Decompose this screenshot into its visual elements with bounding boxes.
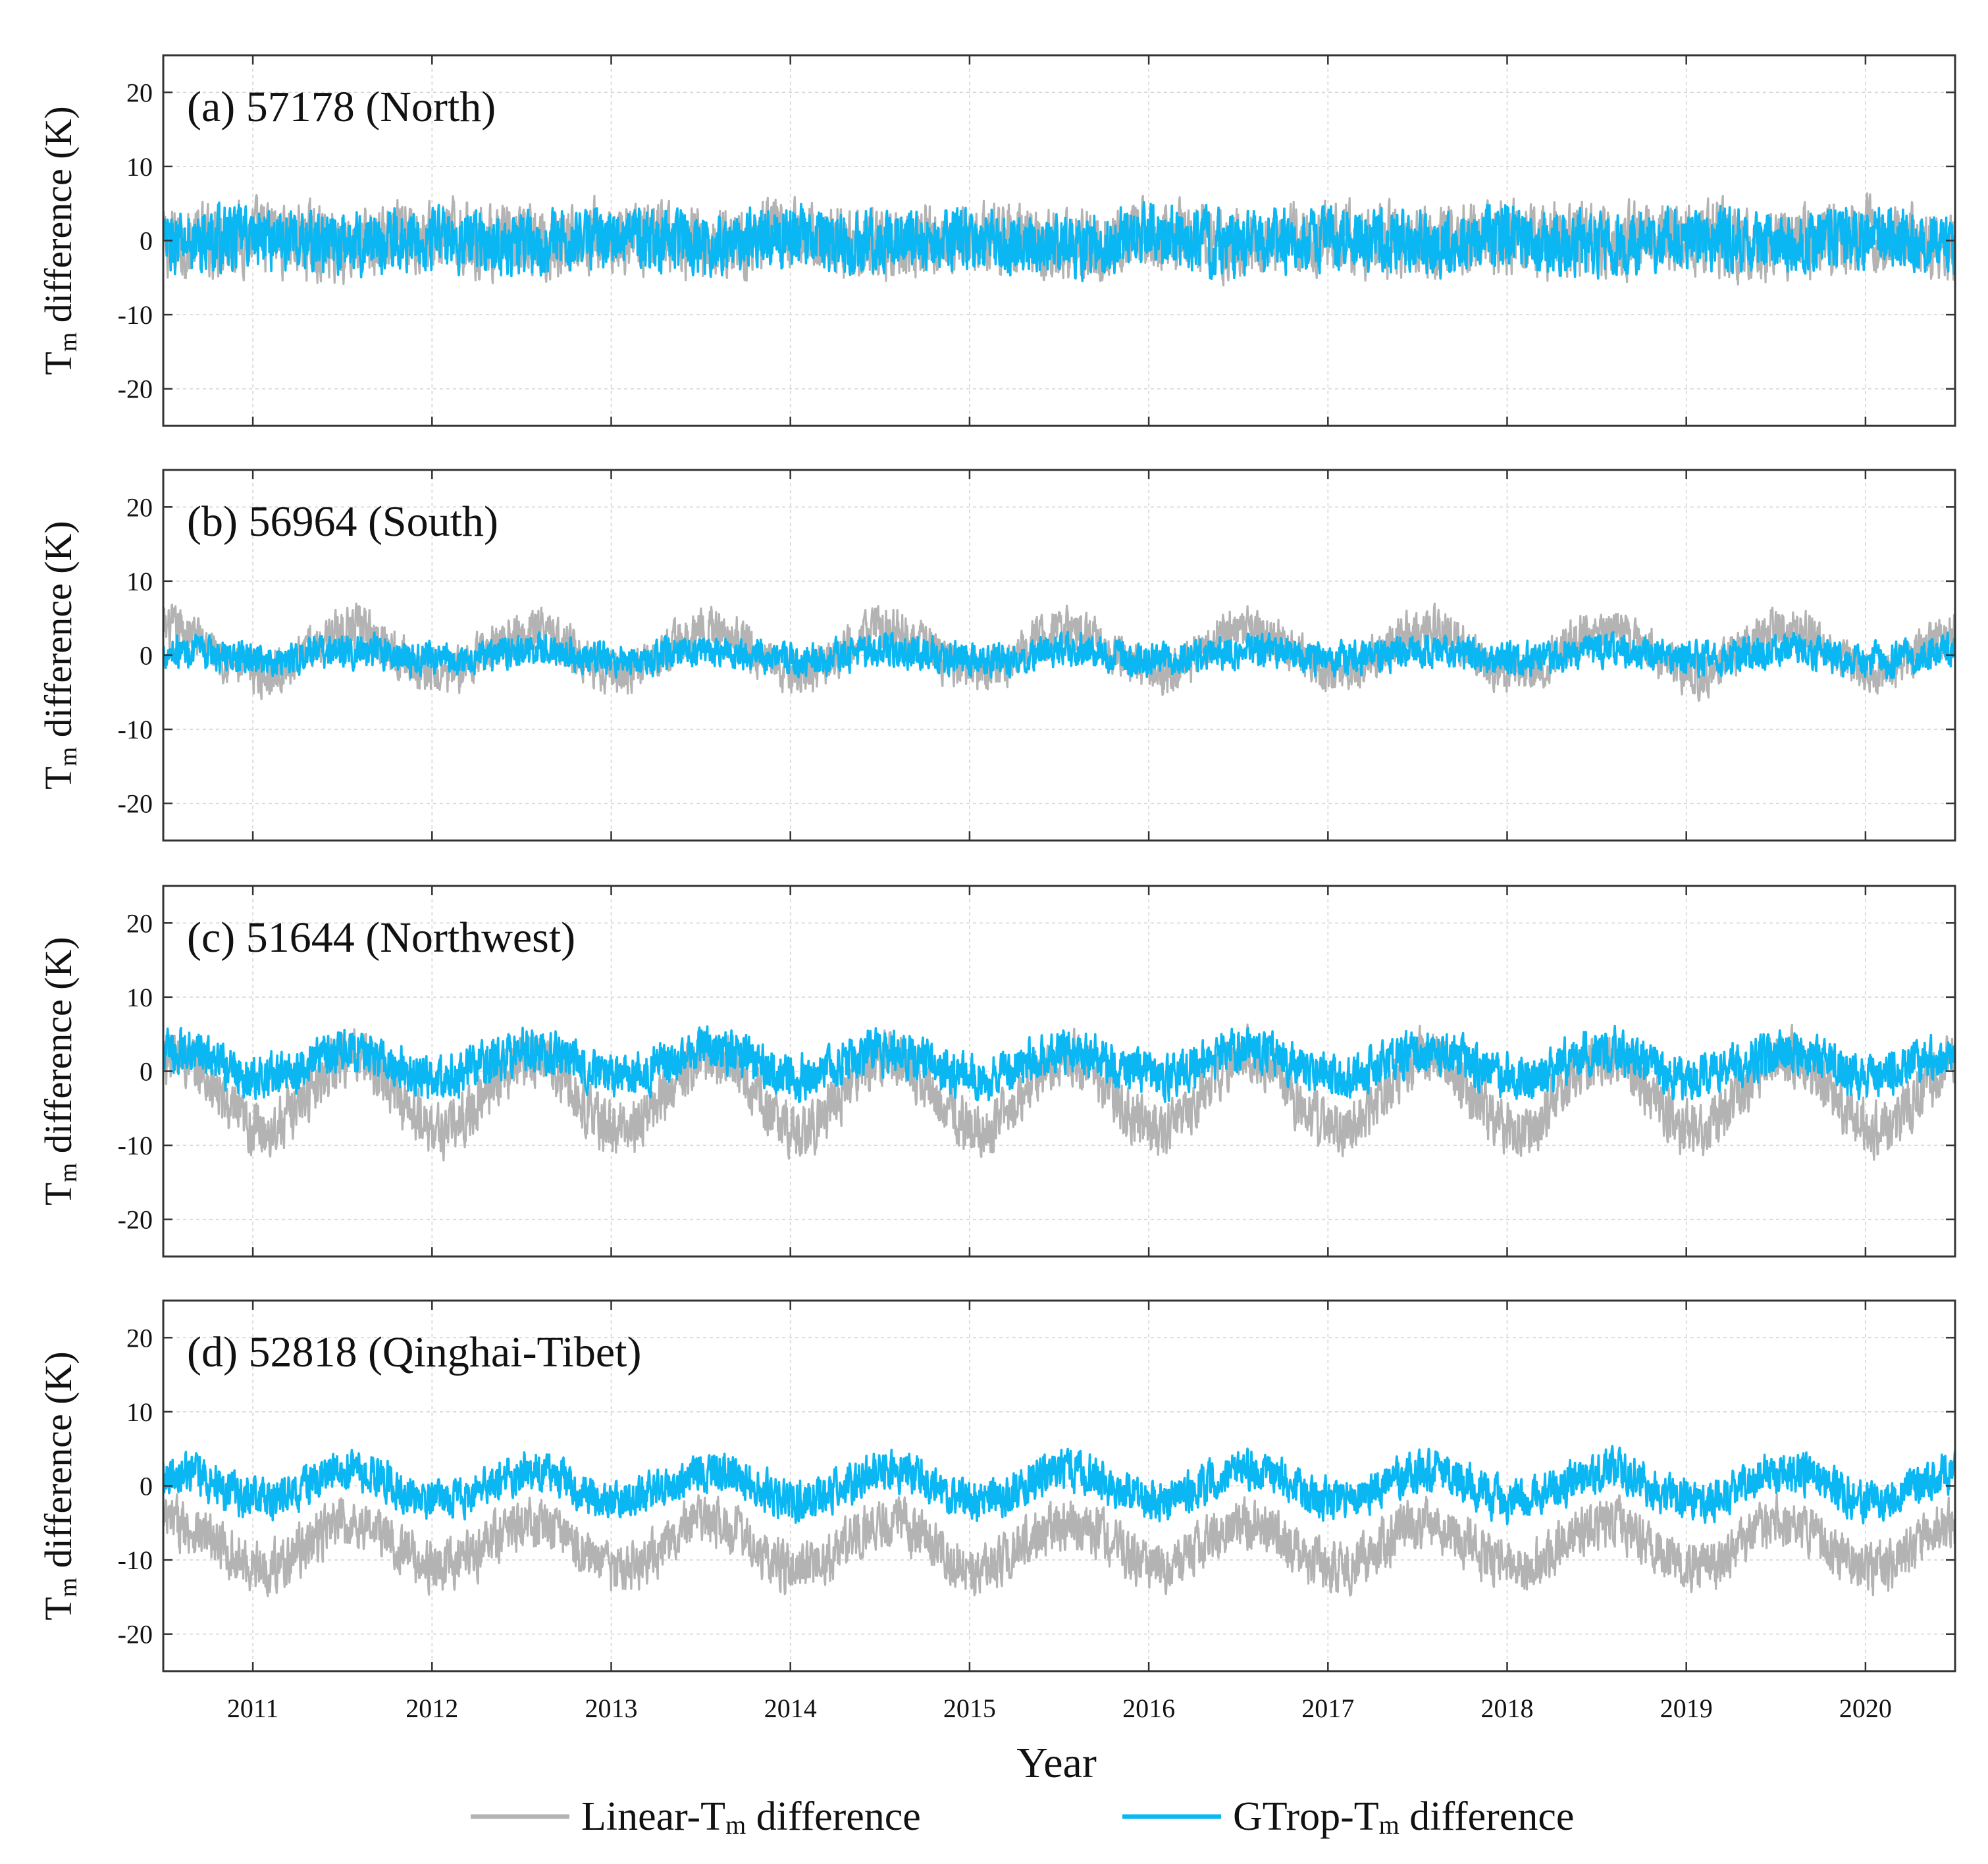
series-gtrop-line bbox=[163, 201, 1955, 282]
x-tick-label: 2013 bbox=[585, 1694, 638, 1723]
y-tick-label: 10 bbox=[126, 1397, 153, 1427]
y-tick-label: 10 bbox=[126, 983, 153, 1012]
y-axis-label-sub: m bbox=[55, 747, 82, 767]
x-tick-label: 2014 bbox=[764, 1694, 817, 1723]
y-tick-label: 10 bbox=[126, 152, 153, 182]
legend-label-suffix: difference bbox=[746, 1794, 921, 1839]
legend-label-sub: m bbox=[1379, 1810, 1399, 1840]
legend-label: Linear-Tm difference bbox=[581, 1794, 921, 1840]
x-tick-label: 2011 bbox=[227, 1694, 279, 1723]
legend-label-suffix: difference bbox=[1399, 1794, 1575, 1839]
panel-0: 20 10 0 -10 -20 Tm difference (K) (a) 57178 (N… bbox=[37, 54, 1956, 427]
panel-title: (b) 56964 (South) bbox=[187, 498, 498, 546]
y-tick-label: -20 bbox=[118, 789, 153, 819]
x-tick-label: 2017 bbox=[1301, 1694, 1354, 1723]
x-tick-label: 2020 bbox=[1839, 1694, 1892, 1723]
legend-label-prefix: GTrop-T bbox=[1233, 1794, 1379, 1839]
y-tick-label: 0 bbox=[140, 641, 153, 671]
series-linear-line bbox=[163, 1493, 1955, 1597]
y-axis-label: Tm difference (K) bbox=[37, 1351, 82, 1620]
y-tick-label: -10 bbox=[118, 1545, 153, 1575]
y-axis-label-rest: difference (K) bbox=[37, 937, 80, 1163]
y-tick-label: 0 bbox=[140, 1057, 153, 1087]
y-axis-label-main: T bbox=[37, 351, 80, 375]
y-tick-label: -20 bbox=[118, 375, 153, 404]
y-tick-label: -10 bbox=[118, 300, 153, 330]
panel-title: (d) 52818 (Qinghai-Tibet) bbox=[187, 1328, 642, 1376]
y-tick-label: 20 bbox=[126, 908, 153, 938]
legend-label: GTrop-Tm difference bbox=[1233, 1794, 1574, 1840]
panel-title: (c) 51644 (Northwest) bbox=[187, 914, 575, 962]
y-tick-label: -20 bbox=[118, 1205, 153, 1235]
y-axis-label: Tm difference (K) bbox=[37, 106, 82, 375]
x-tick-label: 2015 bbox=[943, 1694, 996, 1723]
series-linear-line bbox=[163, 1023, 1955, 1162]
panel-title: (a) 57178 (North) bbox=[187, 83, 496, 131]
y-tick-label: 0 bbox=[140, 1472, 153, 1501]
panel-2: 20 10 0 -10 -20 Tm difference (K) (c) 51644 (N… bbox=[37, 885, 1956, 1258]
y-tick-label: 20 bbox=[126, 1323, 153, 1353]
legend-label-sub: m bbox=[725, 1810, 746, 1840]
x-tick-label: 2018 bbox=[1481, 1694, 1534, 1723]
y-tick-label: -10 bbox=[118, 715, 153, 744]
y-tick-label: 10 bbox=[126, 567, 153, 596]
y-tick-label: -20 bbox=[118, 1620, 153, 1649]
y-axis-label-main: T bbox=[37, 1182, 80, 1205]
legend: Linear-Tm difference GTrop-Tm difference bbox=[471, 1794, 1574, 1840]
y-axis-label: Tm difference (K) bbox=[37, 937, 82, 1206]
y-axis-label-rest: difference (K) bbox=[37, 106, 80, 332]
x-axis-label: Year bbox=[1016, 1739, 1097, 1787]
x-tick-label: 2016 bbox=[1122, 1694, 1175, 1723]
y-axis-label-sub: m bbox=[55, 1578, 82, 1597]
y-axis-label-rest: difference (K) bbox=[37, 1351, 80, 1578]
panels: 20 10 0 -10 -20 Tm difference (K) (a) 57178 (N… bbox=[37, 54, 1956, 1672]
series-gtrop-line bbox=[163, 1025, 1955, 1103]
y-axis-label-rest: difference (K) bbox=[37, 521, 80, 747]
series-gtrop-line bbox=[163, 631, 1955, 680]
y-axis-label: Tm difference (K) bbox=[37, 521, 82, 790]
shared-x-axis: 2011 2012 2013 2014 2015 2016 2017 2018 2019 2020 bbox=[227, 1694, 1892, 1723]
y-tick-label: 0 bbox=[140, 226, 153, 256]
y-axis-label-main: T bbox=[37, 1597, 80, 1620]
y-tick-label: 20 bbox=[126, 492, 153, 522]
x-tick-label: 2019 bbox=[1660, 1694, 1713, 1723]
y-axis-label-sub: m bbox=[55, 1163, 82, 1183]
series-gtrop-line bbox=[163, 1445, 1955, 1526]
y-tick-label: 20 bbox=[126, 78, 153, 107]
legend-label-prefix: Linear-T bbox=[581, 1794, 725, 1839]
y-axis-label-sub: m bbox=[55, 332, 82, 352]
y-axis-label-main: T bbox=[37, 766, 80, 789]
panel-3: 20 10 0 -10 -20 Tm difference (K) (d) 52818 (Q… bbox=[37, 1299, 1956, 1672]
x-tick-label: 2012 bbox=[405, 1694, 458, 1723]
panel-1: 20 10 0 -10 -20 Tm difference (K) (b) 56964 (S… bbox=[37, 469, 1956, 842]
y-tick-label: -10 bbox=[118, 1131, 153, 1160]
